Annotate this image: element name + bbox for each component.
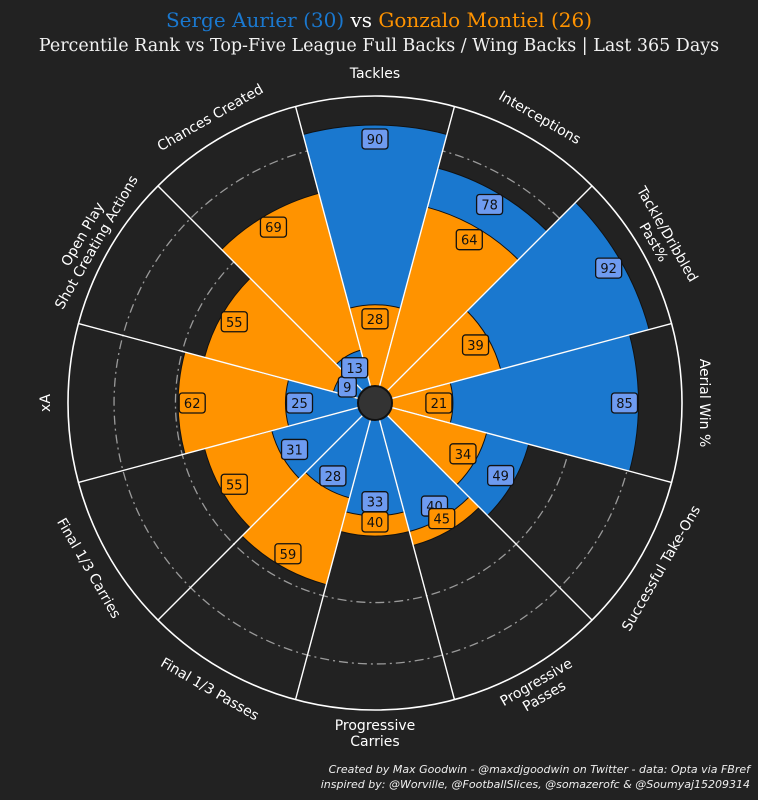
player1-name: Serge Aurier (30) xyxy=(165,8,345,32)
player2-name: Gonzalo Montiel (26) xyxy=(378,8,593,32)
spoke-line xyxy=(391,406,672,484)
value-label-montiel-aerial-win-box xyxy=(425,392,453,414)
value-label-montiel-aerial-win-text: 21 xyxy=(431,397,448,412)
value-label-aurier-final-1-3-carries-box xyxy=(280,438,309,461)
value-label-aurier-progressive-carries: 33 xyxy=(361,491,389,513)
spoke-line xyxy=(378,106,456,387)
spoke-line xyxy=(391,322,672,400)
value-label-aurier-aerial-win-text: 85 xyxy=(616,397,633,412)
category-label-progressive-passes: ProgressivePasses xyxy=(498,656,584,724)
center-hub xyxy=(357,385,393,421)
spoke-line xyxy=(378,419,456,700)
spoke-line xyxy=(386,414,593,621)
spoke-line xyxy=(78,322,359,400)
value-label-montiel-chances-created-text: 69 xyxy=(265,221,282,236)
value-label-aurier-aerial-win-box xyxy=(610,392,639,414)
value-label-montiel-interceptions: 64 xyxy=(455,229,483,251)
value-label-montiel-tackle-dribbled-past-box xyxy=(461,334,490,356)
spoke-line xyxy=(386,185,593,392)
value-label-aurier-aerial-win: 85 xyxy=(610,392,639,414)
value-label-montiel-successful-take-ons-box xyxy=(449,443,477,465)
category-label-final-1-3-carries: Final 1/3 Carries xyxy=(53,516,123,622)
category-label-final-1-3-passes: Final 1/3 Passes xyxy=(158,655,262,724)
value-label-montiel-progressive-carries-text: 40 xyxy=(367,516,384,531)
value-label-aurier-chances-created: 13 xyxy=(340,357,369,379)
value-label-montiel-tackles-text: 28 xyxy=(367,313,384,328)
value-label-aurier-tackles-box xyxy=(361,128,389,150)
footer-credit: Created by Max Goodwin - @maxdjgoodwin o… xyxy=(328,763,750,776)
value-label-aurier-open-play-shot-creating-actions: 9 xyxy=(337,376,357,398)
value-label-montiel-progressive-carries: 40 xyxy=(361,511,389,533)
spoke-line xyxy=(294,106,372,387)
value-label-aurier-final-1-3-carries: 31 xyxy=(280,438,309,461)
value-label-montiel-open-play-shot-creating-actions-box xyxy=(220,311,248,333)
category-label-aerial-win: Aerial Win % xyxy=(696,359,712,448)
category-label-xa: xA xyxy=(38,394,54,412)
value-label-aurier-progressive-carries-text: 33 xyxy=(367,496,384,511)
value-label-montiel-progressive-carries-box xyxy=(361,511,389,533)
spoke-line xyxy=(157,414,364,621)
value-label-aurier-chances-created-text: 13 xyxy=(346,362,363,377)
value-label-aurier-successful-take-ons: 49 xyxy=(487,464,515,487)
value-label-aurier-final-1-3-passes-text: 28 xyxy=(325,470,342,485)
value-label-montiel-chances-created: 69 xyxy=(259,216,288,238)
value-label-aurier-successful-take-ons-text: 49 xyxy=(492,470,509,485)
value-label-montiel-successful-take-ons: 34 xyxy=(449,443,477,465)
value-label-montiel-final-1-3-passes-box xyxy=(274,543,302,565)
chart-title: Serge Aurier (30) vs Gonzalo Montiel (26… xyxy=(0,8,758,32)
value-label-aurier-tackles-text: 90 xyxy=(367,133,384,148)
category-label-tackles: Tackles xyxy=(349,66,400,82)
value-label-aurier-chances-created-box xyxy=(340,357,369,379)
value-label-aurier-tackle-dribbled-past: 92 xyxy=(595,257,623,279)
category-label-successful-take-ons: Successful Take-Ons xyxy=(619,503,704,634)
value-label-montiel-tackle-dribbled-past: 39 xyxy=(461,334,490,356)
value-label-montiel-final-1-3-passes-text: 59 xyxy=(280,548,297,563)
value-label-montiel-open-play-shot-creating-actions-text: 55 xyxy=(226,316,243,331)
value-label-montiel-tackle-dribbled-past-text: 39 xyxy=(467,339,484,354)
value-label-montiel-final-1-3-carries: 55 xyxy=(220,473,248,495)
spoke-line xyxy=(157,185,364,392)
value-label-montiel-open-play-shot-creating-actions: 55 xyxy=(220,311,248,333)
value-label-montiel-xa: 62 xyxy=(178,392,206,414)
spoke-line xyxy=(294,419,372,700)
value-label-montiel-progressive-passes-text: 45 xyxy=(433,513,450,528)
category-label-progressive-carries: Progressive Carries xyxy=(335,718,416,750)
value-label-montiel-tackles: 28 xyxy=(361,308,389,330)
chart-subtitle: Percentile Rank vs Top-Five League Full … xyxy=(38,36,720,56)
value-label-montiel-xa-text: 62 xyxy=(184,397,201,412)
value-label-montiel-aerial-win: 21 xyxy=(425,392,453,414)
value-label-aurier-xa: 25 xyxy=(285,392,314,414)
value-label-aurier-final-1-3-carries-text: 31 xyxy=(286,443,303,458)
value-label-aurier-final-1-3-passes-box xyxy=(319,465,347,487)
value-label-montiel-final-1-3-carries-text: 55 xyxy=(226,478,243,493)
value-label-aurier-successful-take-ons-box xyxy=(487,464,515,487)
value-label-montiel-chances-created-box xyxy=(259,216,288,238)
value-label-aurier-interceptions-box xyxy=(475,193,504,216)
value-label-montiel-interceptions-box xyxy=(455,229,483,251)
value-label-montiel-xa-box xyxy=(178,392,206,414)
footer-inspired: inspired by: @Worville, @FootballSlices,… xyxy=(320,778,750,791)
spoke-line xyxy=(78,406,359,484)
outer-ring xyxy=(67,95,683,711)
value-label-montiel-tackles-box xyxy=(361,308,389,330)
value-label-montiel-final-1-3-passes: 59 xyxy=(274,543,302,565)
vs-label: vs xyxy=(350,8,373,32)
value-label-montiel-progressive-passes-box xyxy=(428,507,456,530)
value-label-aurier-tackle-dribbled-past-text: 92 xyxy=(600,262,617,277)
value-label-aurier-interceptions: 78 xyxy=(475,193,504,216)
category-label-interceptions: Interceptions xyxy=(496,88,584,148)
value-label-montiel-interceptions-text: 64 xyxy=(461,234,478,249)
value-label-aurier-xa-box xyxy=(285,392,314,414)
value-label-aurier-tackle-dribbled-past-box xyxy=(595,257,623,279)
value-label-montiel-progressive-passes: 45 xyxy=(428,507,456,530)
value-label-montiel-final-1-3-carries-box xyxy=(220,473,248,495)
value-label-aurier-final-1-3-passes: 28 xyxy=(319,465,347,487)
category-label-tackle-dribbled-past: Tackle/DribbledPast% xyxy=(619,183,701,293)
value-label-aurier-interceptions-text: 78 xyxy=(481,199,498,214)
value-label-aurier-open-play-shot-creating-actions-text: 9 xyxy=(343,381,351,396)
value-label-aurier-tackles: 90 xyxy=(361,128,389,150)
value-label-aurier-xa-text: 25 xyxy=(291,397,308,412)
value-label-montiel-successful-take-ons-text: 34 xyxy=(455,448,472,463)
